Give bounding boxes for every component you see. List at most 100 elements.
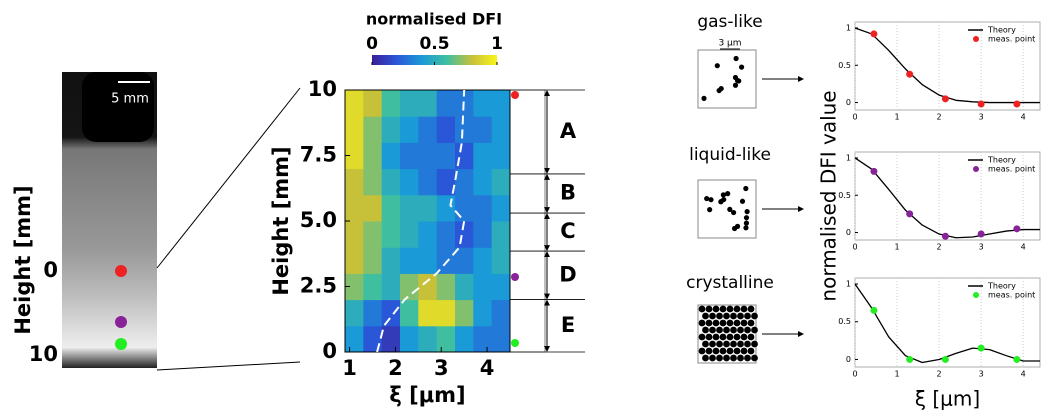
heat-cell [345, 168, 364, 196]
icon-dot [737, 326, 744, 334]
x-tick-label: 3 [979, 113, 984, 122]
region-label: B [560, 180, 576, 204]
icon-dot [744, 209, 750, 215]
heat-cell [455, 247, 474, 274]
heat-cell [473, 247, 493, 274]
icon-dot [743, 185, 749, 192]
icon-dot [732, 82, 739, 88]
heat-cell [345, 273, 364, 301]
x-tick-label: 1 [894, 370, 899, 379]
x-tick-label: 0 [852, 243, 857, 252]
y-tick-label: 2.5 [300, 274, 337, 298]
heat-cell [381, 325, 401, 353]
y-tick-label: 0 [322, 339, 337, 363]
heat-cell [473, 168, 493, 196]
heat-cell [345, 299, 364, 327]
icon-dot [716, 354, 723, 362]
heat-cell [473, 221, 493, 248]
icon-scale-label: 3 μm [718, 39, 741, 49]
heat-cell [436, 142, 456, 170]
x-tick-label: 4 [480, 356, 495, 380]
heat-cell [436, 299, 456, 327]
heat-cell [363, 168, 383, 196]
heat-cell [418, 90, 438, 117]
heat-cell [455, 194, 474, 222]
meas-point [941, 355, 949, 363]
legend-label: Theory [987, 26, 1016, 35]
heat-cell [363, 273, 383, 301]
colorbar-tick-label: 0 [366, 34, 378, 54]
x-tick-label: 3 [434, 356, 449, 380]
heat-cell [491, 168, 511, 196]
colorbar-title: normalised DFI [366, 10, 502, 29]
colorbar [372, 55, 497, 65]
heat-cell [473, 116, 493, 143]
icon-dot [709, 354, 716, 362]
heat-cell [473, 194, 493, 222]
icon-dot [702, 340, 709, 348]
icon-dot [726, 305, 734, 313]
icon-dot [727, 206, 733, 213]
icon-dot [744, 354, 751, 362]
icon-dot [723, 326, 730, 334]
x-tick-label: 3 [979, 243, 984, 252]
icon-dot [751, 312, 758, 320]
heat-cell [473, 273, 493, 301]
y-tick-label: 1 [846, 280, 851, 289]
meas-point [941, 232, 949, 240]
icon-dot [736, 78, 742, 84]
icon-dot [709, 312, 716, 320]
heat-cell [363, 247, 383, 274]
heat-cell [436, 221, 456, 248]
icon-dot [733, 319, 741, 327]
y-tick-label: 1 [846, 153, 851, 162]
heat-cell [400, 325, 419, 353]
heat-cell [400, 247, 419, 274]
icon-dot [731, 225, 738, 232]
heat-cell [381, 247, 401, 274]
icon-dot [747, 305, 755, 313]
heat-cell [436, 247, 456, 274]
heat-cell [491, 116, 511, 143]
heat-cell [345, 90, 364, 117]
meas-point [906, 355, 914, 363]
strip-dot [511, 339, 519, 347]
heat-cell [436, 273, 456, 301]
photo-dot [115, 316, 127, 328]
photo-tick: 0 [43, 258, 58, 282]
heat-cell [418, 116, 438, 143]
y-tick-label: 0.5 [838, 317, 851, 326]
y-tick-label: 0 [846, 228, 851, 237]
region-label: E [561, 313, 575, 337]
heat-cell [363, 299, 383, 327]
heat-cell [455, 116, 474, 143]
heat-cell [418, 142, 438, 170]
heat-cell [418, 325, 438, 353]
heat-cell [491, 247, 511, 274]
heat-cell [455, 325, 474, 353]
icon-dot [698, 347, 706, 355]
region-label: C [560, 219, 575, 243]
plot-frame [854, 277, 1041, 368]
icon-dot [744, 312, 751, 320]
icon-dot [720, 192, 726, 198]
heat-cell [418, 168, 438, 196]
icon-dot [751, 340, 758, 348]
icon-dot [732, 74, 739, 81]
sample-label: crystalline [686, 273, 774, 293]
heat-cell [473, 142, 493, 170]
colorbar-tick-label: 0.5 [419, 34, 449, 54]
photo-dot [115, 265, 127, 277]
icon-dot [747, 347, 755, 355]
icon-dot [733, 333, 741, 341]
meas-point [1013, 225, 1021, 233]
y-axis-label: normalised DFI value [817, 90, 841, 301]
icon-dot [730, 340, 737, 348]
icon-dot [702, 326, 709, 334]
heat-cell [491, 142, 511, 170]
heat-cell [400, 194, 419, 222]
icon-dot [733, 55, 739, 62]
x-axis-label: ξ [μm] [389, 383, 465, 407]
icon-dot [705, 333, 713, 341]
heat-cell [363, 90, 383, 117]
